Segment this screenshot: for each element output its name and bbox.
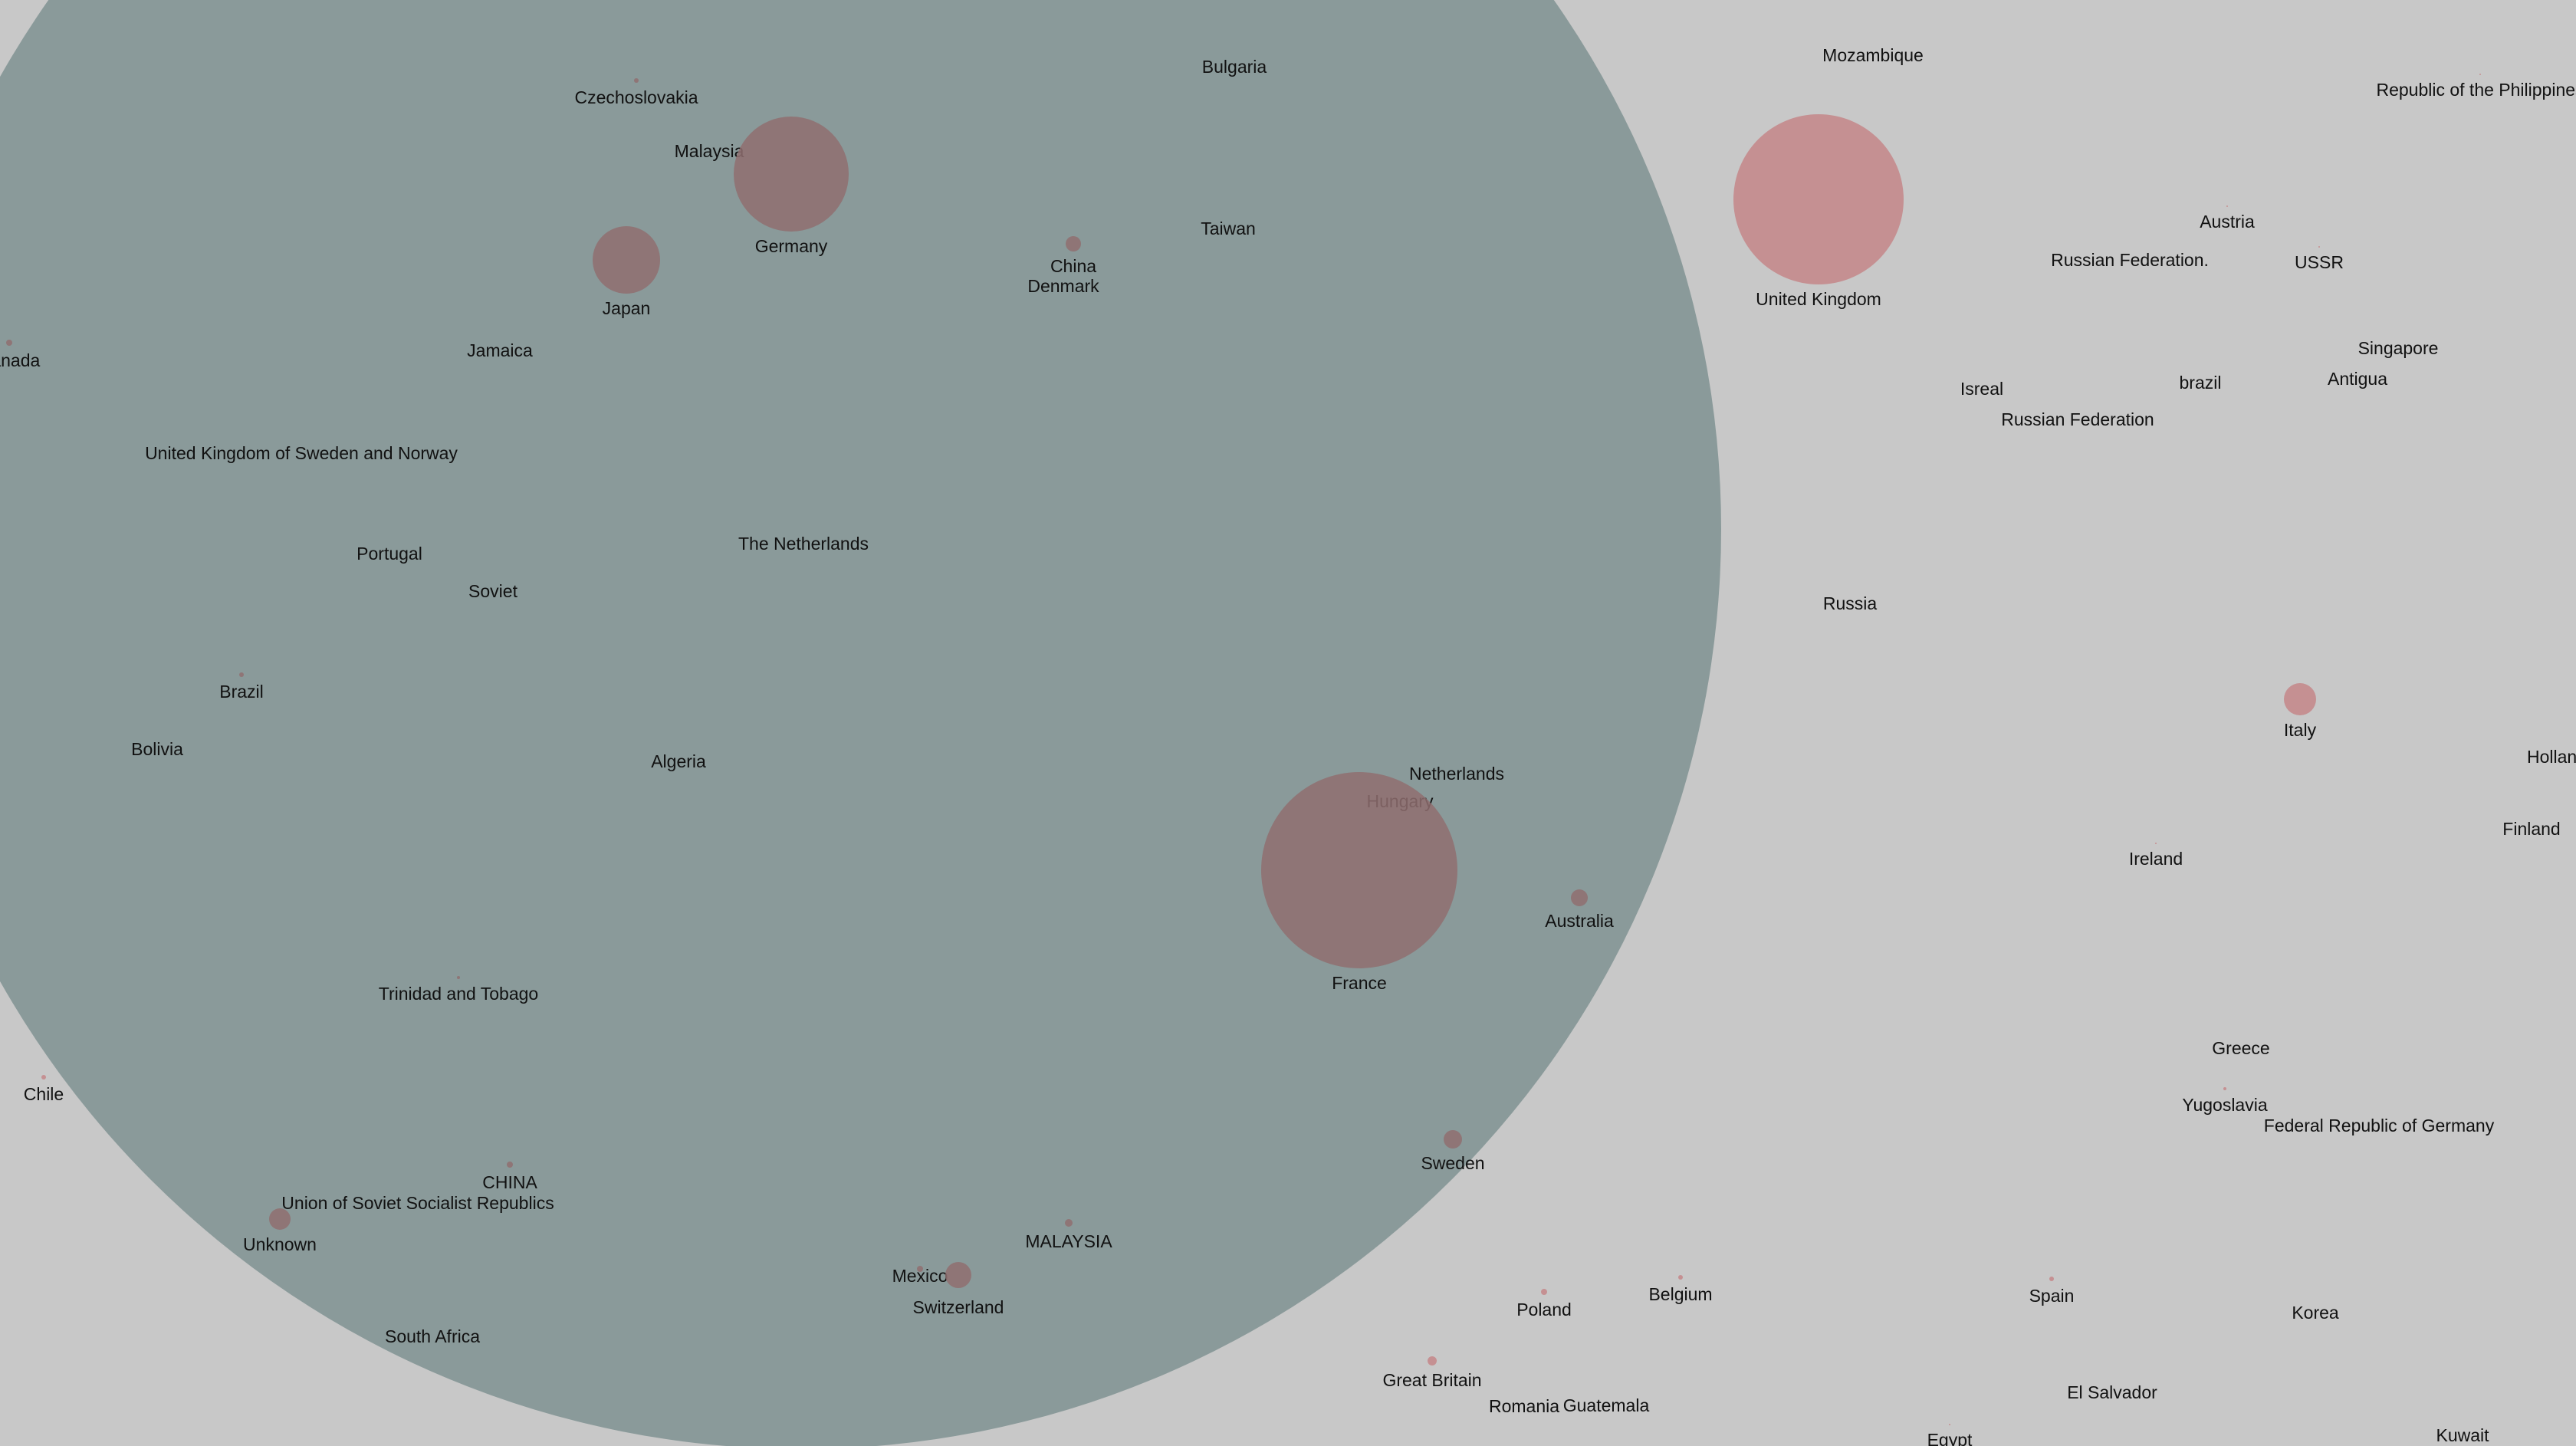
label-isreal: Isreal [1960,379,2004,399]
label-china: CHINA [482,1172,537,1192]
label-korea: Korea [2292,1303,2339,1323]
bubble-great-britain[interactable] [1428,1356,1437,1365]
bubble-ussr[interactable] [2318,246,2320,248]
label-brazil: brazil [2179,373,2222,393]
label-singapore: Singapore [2358,338,2439,358]
label-el-salvador: El Salvador [2067,1382,2157,1402]
label-mexico: Mexico [892,1266,948,1286]
bubble-china[interactable] [1066,236,1081,251]
label-chile: Chile [23,1084,64,1104]
bubble-chile[interactable] [41,1075,46,1080]
bubble-canada[interactable] [6,340,12,346]
bubble-italy[interactable] [2284,683,2316,715]
label-holland: Holland [2527,747,2576,767]
bubble-united-kingdom[interactable] [1733,114,1904,284]
bubble-egypt[interactable] [1949,1424,1950,1425]
label-japan: Japan [602,298,651,318]
label-union-of-soviet-socialist-republics: Union of Soviet Socialist Republics [281,1193,554,1213]
label-spain: Spain [2029,1286,2075,1306]
bubble-japan[interactable] [593,226,660,294]
bubble-trinidad-and-tobago[interactable] [457,976,460,979]
bubble-austria[interactable] [2226,205,2228,207]
bubble-germany[interactable] [734,117,849,232]
bubble-china[interactable] [507,1162,513,1168]
bubble-yugoslavia[interactable] [2223,1087,2226,1090]
label-greece: Greece [2212,1038,2270,1058]
label-russian-federation: Russian Federation [2001,409,2154,429]
bubble-brazil[interactable] [239,672,244,677]
bubble-switzerland[interactable] [945,1262,971,1288]
label-the-netherlands: The Netherlands [738,534,869,554]
label-great-britain: Great Britain [1382,1370,1482,1390]
label-algeria: Algeria [651,751,706,771]
bubble-ireland[interactable] [2155,843,2157,844]
label-canada: Canada [0,350,41,370]
label-guatemala: Guatemala [1562,1395,1650,1415]
label-mozambique: Mozambique [1822,45,1924,65]
bubble-belgium[interactable] [1678,1275,1683,1280]
label-germany: Germany [754,236,828,256]
bubble-mexico[interactable] [917,1266,923,1272]
label-romania: Romania [1488,1396,1560,1416]
bubble-czechoslovakia[interactable] [634,78,639,83]
label-ussr: USSR [2295,252,2344,272]
label-malaysia: Malaysia [674,141,744,161]
label-belgium: Belgium [1648,1284,1713,1304]
label-unknown: Unknown [243,1234,317,1254]
label-egypt: Egypt [1927,1430,1973,1446]
label-republic-of-the-philippines: Republic of the Philippines [2376,80,2576,100]
label-yugoslavia: Yugoslavia [2182,1095,2268,1115]
bubble-republic-of-the-philippines[interactable] [2479,74,2481,75]
label-austria: Austria [2200,212,2255,232]
bubble-poland[interactable] [1541,1289,1547,1295]
label-poland: Poland [1516,1300,1572,1319]
label-trinidad-and-tobago: Trinidad and Tobago [378,984,539,1004]
label-sweden: Sweden [1421,1153,1485,1173]
label-kuwait: Kuwait [2436,1425,2489,1445]
label-australia: Australia [1545,911,1614,931]
label-jamaica: Jamaica [467,340,533,360]
bubble-sweden[interactable] [1444,1130,1462,1149]
bubble-australia[interactable] [1571,889,1588,906]
bubble-malaysia[interactable] [1065,1219,1073,1227]
label-switzerland: Switzerland [912,1297,1004,1317]
label-czechoslovakia: Czechoslovakia [574,87,698,107]
label-antigua: Antigua [2327,369,2388,389]
label-china: China [1050,256,1097,276]
label-taiwan: Taiwan [1201,219,1256,238]
label-bolivia: Bolivia [131,739,183,759]
label-italy: Italy [2283,720,2317,740]
label-united-kingdom-of-sweden-and-norway: United Kingdom of Sweden and Norway [145,443,458,463]
label-federal-republic-of-germany: Federal Republic of Germany [2263,1116,2495,1135]
label-russia: Russia [1822,593,1878,613]
label-russian-federation: Russian Federation. [2051,250,2209,270]
label-brazil: Brazil [219,682,264,702]
label-netherlands: Netherlands [1408,764,1505,784]
label-soviet: Soviet [468,581,518,601]
label-denmark: Denmark [1027,276,1099,296]
label-united-kingdom: United Kingdom [1756,289,1881,309]
bubble-france[interactable] [1261,772,1457,968]
label-bulgaria: Bulgaria [1201,57,1267,77]
bubble-spain[interactable] [2049,1277,2054,1281]
label-france: France [1332,973,1387,993]
label-ireland: Ireland [2128,849,2183,869]
bubble-unknown[interactable] [269,1208,291,1230]
label-portugal: Portugal [356,544,422,564]
label-malaysia: MALAYSIA [1025,1231,1112,1251]
label-south-africa: South Africa [384,1326,481,1346]
large-background-circle [0,0,1721,1446]
label-finland: Finland [2502,819,2561,839]
